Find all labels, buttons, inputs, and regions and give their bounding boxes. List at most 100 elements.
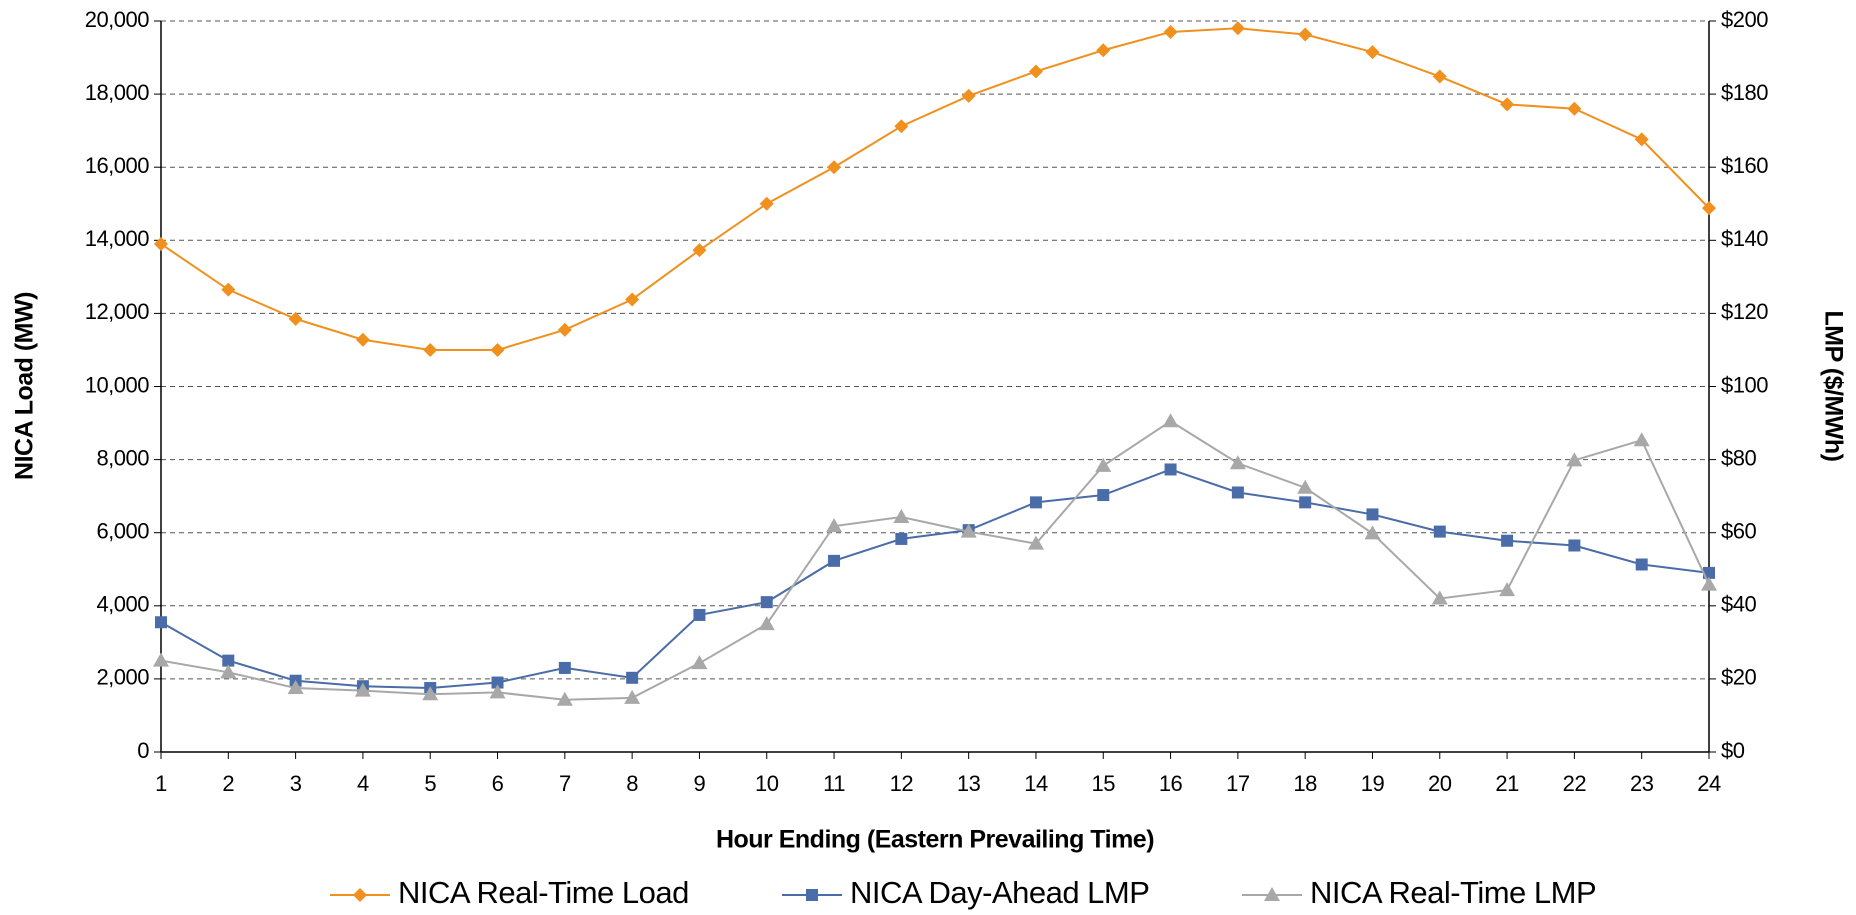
- marker: [491, 676, 504, 689]
- marker: [1164, 463, 1177, 476]
- marker: [691, 655, 708, 670]
- marker: [1097, 489, 1110, 502]
- marker: [1499, 582, 1516, 597]
- x-tick-label: 11: [823, 771, 845, 796]
- marker: [760, 596, 773, 609]
- marker: [154, 236, 168, 251]
- marker: [758, 616, 775, 631]
- marker: [692, 243, 707, 258]
- legend-marker: [353, 888, 367, 902]
- marker: [1028, 64, 1043, 79]
- marker: [1635, 558, 1648, 571]
- marker: [1701, 576, 1717, 591]
- x-tick-label: 16: [1159, 771, 1183, 796]
- marker: [1431, 590, 1448, 605]
- legend-marker: [806, 889, 818, 901]
- marker: [1634, 132, 1649, 147]
- marker: [624, 689, 641, 704]
- marker: [1163, 24, 1178, 39]
- marker: [155, 616, 167, 629]
- marker: [626, 671, 639, 684]
- x-tick-label: 19: [1361, 771, 1385, 796]
- marker: [1364, 525, 1381, 540]
- y-tick-label: 0: [137, 738, 149, 763]
- marker: [490, 342, 505, 357]
- x-tick-label: 18: [1293, 771, 1317, 796]
- marker: [557, 322, 572, 337]
- legend-marker: [1264, 887, 1280, 901]
- marker: [287, 680, 304, 695]
- legend-label: NICA Day-Ahead LMP: [850, 875, 1149, 910]
- marker: [222, 654, 235, 667]
- marker: [1567, 101, 1582, 116]
- x-tick-label: 13: [957, 771, 981, 796]
- x-tick-label: 3: [290, 771, 302, 796]
- marker: [1096, 43, 1111, 58]
- legend-label: NICA Real-Time LMP: [1310, 875, 1596, 910]
- legend-label: NICA Real-Time Load: [398, 875, 689, 910]
- marker: [220, 664, 237, 679]
- y2-tick-label: $0: [1721, 738, 1745, 763]
- marker: [1433, 525, 1446, 538]
- marker: [1230, 21, 1245, 36]
- x-tick-label: 10: [755, 771, 779, 796]
- marker: [894, 119, 909, 134]
- x-tick-label: 14: [1024, 771, 1048, 796]
- marker: [1568, 539, 1581, 552]
- y-tick-label: 8,000: [96, 445, 149, 470]
- y-tick-label: 10,000: [85, 372, 150, 397]
- marker: [693, 608, 706, 621]
- y2-tick-label: $160: [1721, 153, 1768, 178]
- y2-tick-label: $60: [1721, 519, 1756, 544]
- x-tick-label: 23: [1630, 771, 1654, 796]
- x-tick-label: 2: [222, 771, 234, 796]
- marker: [354, 682, 371, 697]
- marker: [625, 292, 640, 307]
- y2-tick-label: $40: [1721, 592, 1756, 617]
- marker: [960, 523, 977, 538]
- x-tick-label: 17: [1226, 771, 1250, 796]
- y-tick-label: 18,000: [85, 80, 150, 105]
- x-tick-label: 4: [357, 771, 369, 796]
- y-tick-label: 16,000: [85, 153, 150, 178]
- marker: [759, 196, 774, 211]
- marker: [1095, 457, 1112, 472]
- marker: [556, 691, 573, 706]
- marker: [1566, 452, 1583, 467]
- marker: [1432, 69, 1447, 84]
- y2-tick-label: $180: [1721, 80, 1768, 105]
- marker: [288, 311, 303, 326]
- series-line: [160, 420, 1710, 701]
- y-tick-label: 14,000: [85, 226, 150, 251]
- marker: [1231, 486, 1244, 499]
- marker: [489, 684, 506, 699]
- x-tick-label: 1: [155, 771, 167, 796]
- y2-tick-label: $100: [1721, 372, 1768, 397]
- x-tick-label: 22: [1563, 771, 1587, 796]
- marker: [828, 554, 841, 567]
- x-tick-label: 5: [424, 771, 436, 796]
- y2-axis-title: LMP ($/MWh): [1819, 311, 1847, 462]
- marker: [827, 160, 842, 175]
- marker: [1366, 508, 1379, 521]
- x-axis-title: Hour Ending (Eastern Prevailing Time): [716, 826, 1154, 854]
- marker: [1027, 535, 1044, 550]
- x-tick-label: 9: [694, 771, 706, 796]
- y2-tick-label: $120: [1721, 299, 1768, 324]
- marker: [153, 652, 169, 667]
- y2-tick-label: $20: [1721, 665, 1756, 690]
- marker: [1501, 534, 1514, 547]
- y2-tick-label: $200: [1721, 7, 1768, 32]
- x-tick-label: 12: [890, 771, 914, 796]
- marker: [1162, 413, 1179, 428]
- y2-tick-label: $140: [1721, 226, 1768, 251]
- series-line: [160, 468, 1710, 690]
- marker: [893, 508, 910, 523]
- marker: [221, 282, 236, 297]
- y-tick-label: 4,000: [96, 592, 149, 617]
- marker: [1029, 496, 1042, 509]
- marker: [826, 518, 843, 533]
- marker: [423, 342, 438, 357]
- y-tick-label: 20,000: [85, 7, 150, 32]
